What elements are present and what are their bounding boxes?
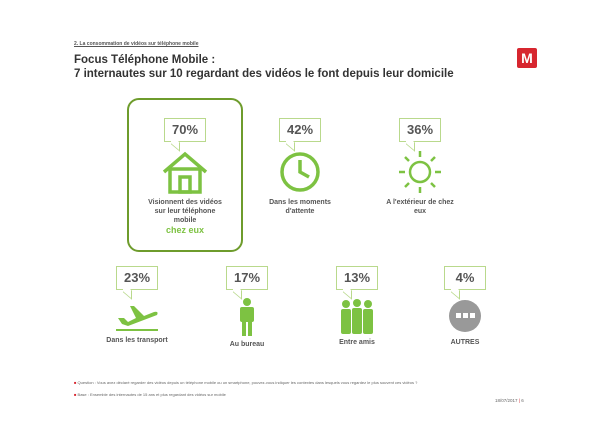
highlight-label: chez eux [165,225,205,235]
highlight-frame [127,98,243,252]
logo: M [517,48,537,68]
percent: 13% [336,266,378,290]
percent: 36% [399,118,441,142]
person-icon [240,298,254,336]
percent: 17% [226,266,268,290]
clock-icon [280,152,320,192]
breadcrumb: 2. La consommation de vidéos sur télépho… [74,41,199,47]
label: AUTRES [450,339,480,346]
date: 18/07/2017 [495,398,518,403]
footnote: Base : Ensemble des internautes de 15 an… [74,392,474,397]
percent: 70% [164,118,206,142]
title: 7 internautes sur 10 regardant des vidéo… [74,68,454,80]
label: Dans les transport [106,337,168,344]
stat-item: 36% A l'extérieur de chez eux [365,118,475,216]
label: A l'extérieur de chez eux [386,199,454,215]
stat-item: 4% AUTRES [410,266,520,347]
sun-icon [399,151,441,193]
house-icon [162,151,208,194]
page-number: 6 [521,398,524,403]
label: Entre amis [339,339,375,346]
stat-item: 23% Dans les transport [82,266,192,345]
plane-icon [116,306,158,331]
dots-icon [449,300,481,332]
page-info: 18/07/2017 | 6 [495,398,524,403]
label: Dans les moments d'attente [269,199,331,215]
percent: 23% [116,266,158,290]
group-icon [341,299,373,334]
footnote: Question : Vous avez déclaré regarder de… [74,380,474,385]
percent: 4% [444,266,486,290]
label: Visionnent des vidéos sur leur téléphone… [148,199,222,224]
label: Au bureau [229,341,265,348]
stat-item: 70% Visionnent des vidéos sur leur télép… [130,118,240,235]
percent: 42% [279,118,321,142]
stat-item: 17% Au bureau [192,266,302,349]
stat-item: 42% Dans les moments d'attente [245,118,355,216]
stat-item: 13% Entre amis [302,266,412,347]
title: Focus Téléphone Mobile : [74,54,216,66]
